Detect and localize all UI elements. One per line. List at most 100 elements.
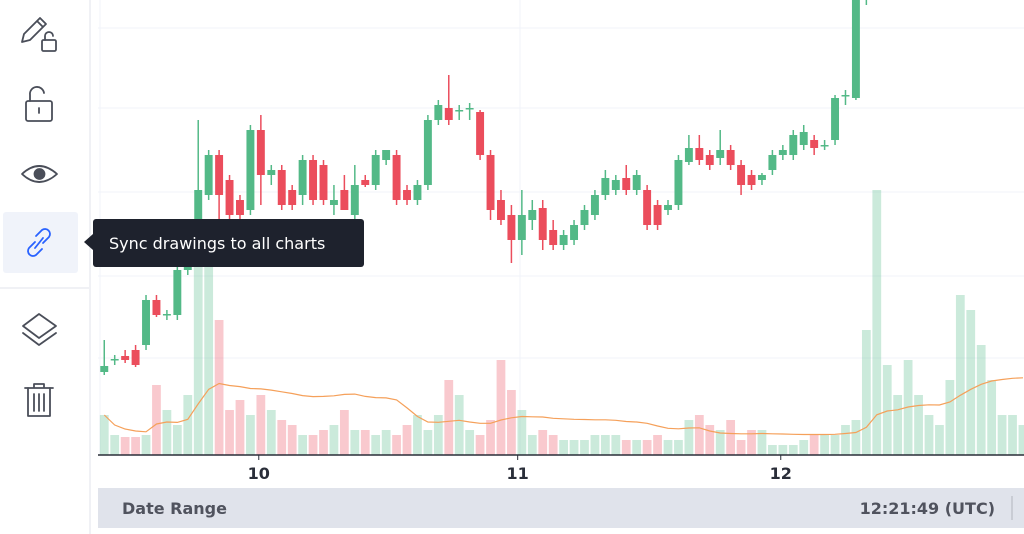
candle-body bbox=[789, 135, 798, 155]
volume-bar bbox=[162, 410, 172, 455]
candle-body bbox=[768, 155, 777, 170]
candle-body bbox=[664, 205, 672, 210]
volume-bar bbox=[830, 435, 840, 455]
volume-bar bbox=[214, 320, 224, 455]
volume-bar bbox=[945, 380, 955, 455]
candle-body bbox=[162, 314, 171, 316]
volume-bar bbox=[454, 395, 464, 455]
candle-body bbox=[413, 185, 422, 200]
candle-body bbox=[329, 200, 338, 205]
candle-body bbox=[131, 350, 140, 365]
volume-bar bbox=[851, 420, 861, 455]
candle-body bbox=[215, 155, 224, 195]
volume-bar bbox=[402, 425, 412, 455]
volume-bar bbox=[809, 435, 819, 455]
volume-bar bbox=[444, 380, 454, 455]
volume-bar bbox=[966, 310, 976, 455]
candle-body bbox=[194, 190, 203, 220]
candle-body bbox=[497, 200, 505, 220]
x-axis-labels: 10 11 12 bbox=[248, 455, 792, 483]
candle-body bbox=[820, 145, 829, 147]
date-range[interactable]: Date Range bbox=[122, 499, 227, 518]
volume-bar bbox=[715, 430, 725, 455]
candle-body bbox=[340, 190, 349, 210]
candle-body bbox=[110, 359, 119, 361]
volume-bar bbox=[225, 410, 234, 455]
volume-bar bbox=[997, 415, 1007, 455]
candle-body bbox=[476, 112, 485, 155]
layers-icon[interactable] bbox=[22, 313, 57, 346]
candle-body bbox=[705, 155, 714, 165]
eye-icon[interactable] bbox=[21, 165, 58, 183]
volume-bar bbox=[955, 295, 965, 455]
candle-body bbox=[580, 210, 589, 225]
volume-bar bbox=[141, 435, 151, 455]
candle-body bbox=[288, 190, 297, 205]
volume-bar bbox=[99, 415, 109, 455]
candle-body bbox=[403, 190, 411, 200]
candle-body bbox=[799, 132, 808, 145]
volume-bar bbox=[893, 395, 903, 455]
candle-body bbox=[674, 160, 683, 205]
link-icon bbox=[27, 228, 51, 257]
candle-body bbox=[622, 178, 631, 190]
x-tick-label: 12 bbox=[770, 464, 792, 483]
candle-body bbox=[851, 0, 860, 98]
volume-bar bbox=[548, 435, 558, 455]
lock-icon[interactable] bbox=[25, 86, 53, 122]
candle-body bbox=[528, 210, 537, 220]
candle-body bbox=[611, 180, 620, 190]
volume-bar bbox=[611, 435, 621, 455]
x-tick-label: 11 bbox=[507, 464, 529, 483]
volume-bar bbox=[183, 395, 193, 455]
volume-bar bbox=[256, 395, 266, 455]
volume-bar bbox=[642, 440, 652, 455]
candle-body bbox=[246, 130, 255, 210]
candle-body bbox=[695, 148, 704, 160]
volume-bar bbox=[329, 425, 339, 455]
volume-bar bbox=[486, 420, 495, 455]
candle-body bbox=[455, 110, 464, 112]
candle-body bbox=[152, 300, 161, 315]
volume-bar bbox=[339, 410, 349, 455]
volume-bar bbox=[684, 420, 694, 455]
volume-bar bbox=[266, 410, 276, 455]
volume-bar bbox=[204, 243, 214, 455]
footer-bar bbox=[98, 488, 1024, 528]
candle-body bbox=[267, 170, 276, 175]
volume-bar bbox=[872, 190, 882, 455]
volume-bar bbox=[413, 415, 422, 455]
volume-bar bbox=[1018, 425, 1024, 455]
volume-bar bbox=[507, 390, 516, 455]
draw-lock-icon[interactable] bbox=[21, 17, 57, 52]
candle-body bbox=[538, 208, 547, 240]
candle-body bbox=[831, 98, 840, 140]
candle-body bbox=[517, 215, 526, 240]
volume-bar bbox=[308, 435, 318, 455]
volume-bar bbox=[757, 430, 767, 455]
volume-bar bbox=[841, 425, 850, 455]
volume-bar bbox=[559, 440, 568, 455]
candle-body bbox=[350, 185, 359, 215]
volume-bar bbox=[371, 435, 381, 455]
clock: 12:21:49 (UTC) bbox=[860, 499, 995, 518]
volume-bar bbox=[193, 265, 203, 455]
volume-bar bbox=[569, 440, 579, 455]
candle-body bbox=[444, 108, 453, 120]
volume-bar bbox=[914, 395, 923, 455]
volume-bar bbox=[632, 440, 642, 455]
candle-body bbox=[747, 175, 756, 185]
volume-bar bbox=[120, 437, 130, 455]
candle-body bbox=[643, 190, 652, 225]
candle-body bbox=[204, 155, 213, 195]
volume-bar bbox=[674, 440, 683, 455]
x-tick-label: 10 bbox=[248, 464, 270, 483]
candle-body bbox=[507, 215, 516, 240]
volume-bar bbox=[726, 420, 736, 455]
trash-icon[interactable] bbox=[24, 383, 54, 417]
volume-bar bbox=[882, 365, 892, 455]
candle-body bbox=[549, 230, 558, 245]
candle-body bbox=[601, 178, 610, 195]
candle-body bbox=[309, 160, 318, 200]
